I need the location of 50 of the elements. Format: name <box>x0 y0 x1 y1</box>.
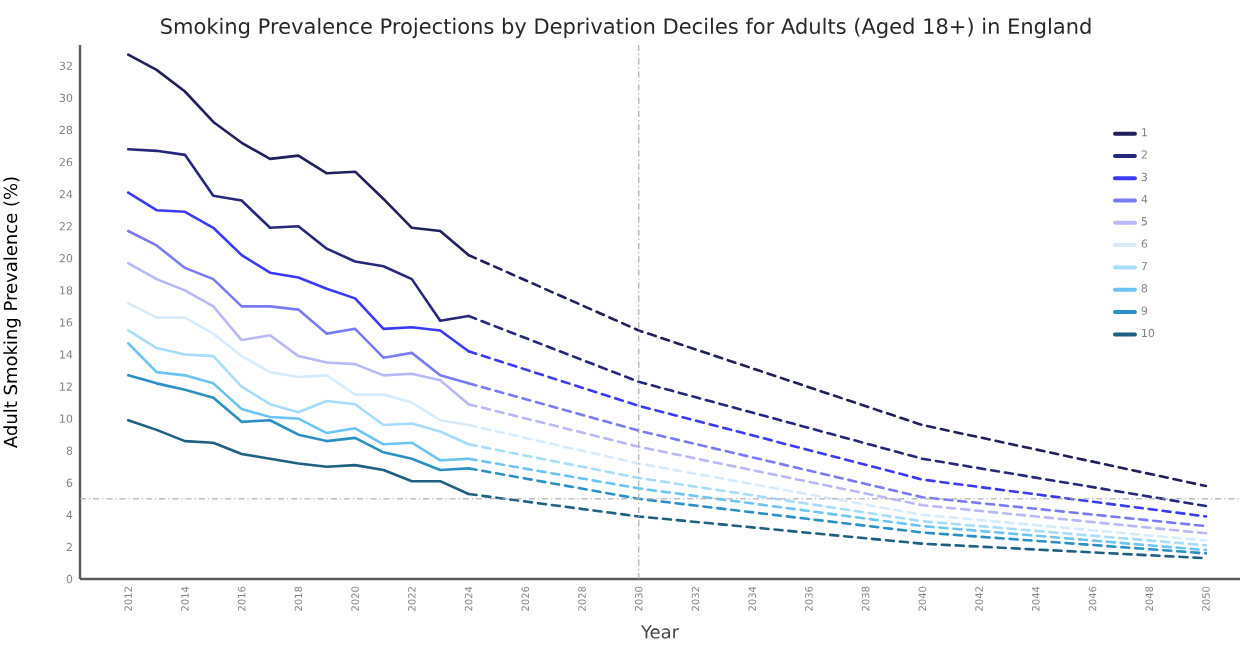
x-tick-label: 2030 <box>634 586 643 611</box>
x-tick-label: 2046 <box>1088 586 1097 611</box>
x-tick-label: 2012 <box>124 587 133 611</box>
y-tick-label: 2 <box>66 542 72 552</box>
x-tick-label: 2048 <box>1145 586 1154 611</box>
legend-label: 10 <box>1142 328 1155 338</box>
x-tick-label: 2022 <box>408 587 416 611</box>
x-tick-label: 2014 <box>181 586 189 611</box>
x-tick-label: 2034 <box>748 586 756 611</box>
x-tick-label: 2026 <box>521 586 530 611</box>
y-tick-label: 32 <box>59 61 72 71</box>
x-tick-label: 2042 <box>975 587 983 611</box>
x-tick-label: 2032 <box>691 587 700 611</box>
legend-label: 9 <box>1141 306 1148 315</box>
x-tick-label: 2028 <box>578 586 586 611</box>
y-tick-label: 22 <box>59 222 72 231</box>
y-tick-label: 0 <box>66 574 73 584</box>
x-tick-label: 2040 <box>918 586 927 611</box>
x-tick-label: 2016 <box>237 586 246 611</box>
y-axis-title: Adult Smoking Prevalence (%) <box>3 177 21 448</box>
y-tick-label: 14 <box>60 350 73 359</box>
y-tick-label: 26 <box>59 157 73 167</box>
x-tick-label: 2020 <box>351 586 359 611</box>
y-tick-label: 8 <box>66 446 73 455</box>
x-tick-label: 2018 <box>294 586 303 611</box>
legend-label: 1 <box>1142 128 1147 137</box>
y-tick-label: 12 <box>60 382 72 391</box>
legend-label: 7 <box>1141 261 1147 270</box>
legend-label: 3 <box>1141 172 1148 182</box>
y-tick-label: 28 <box>59 125 73 135</box>
x-axis-title: Year <box>640 625 680 639</box>
x-tick-label: 2024 <box>464 586 473 611</box>
y-tick-label: 30 <box>59 93 73 103</box>
y-tick-label: 6 <box>66 478 73 487</box>
x-tick-label: 2044 <box>1032 586 1040 611</box>
legend-label: 5 <box>1141 217 1147 226</box>
x-tick-label: 2036 <box>805 586 813 611</box>
y-tick-label: 4 <box>66 510 73 519</box>
legend-label: 6 <box>1141 239 1148 248</box>
legend-label: 8 <box>1141 284 1148 293</box>
legend-label: 2 <box>1141 150 1147 159</box>
y-tick-label: 18 <box>60 286 73 295</box>
legend-label: 4 <box>1141 195 1148 204</box>
y-tick-label: 10 <box>60 414 73 423</box>
y-tick-label: 20 <box>59 254 73 263</box>
x-tick-label: 2038 <box>861 586 870 611</box>
x-tick-label: 2050 <box>1202 586 1210 611</box>
chart-title: Smoking Prevalence Projections by Deprivation Deciles for Adults (Aged 18+) in England <box>161 17 1091 39</box>
y-tick-label: 16 <box>60 318 73 327</box>
y-tick-label: 24 <box>59 190 73 199</box>
